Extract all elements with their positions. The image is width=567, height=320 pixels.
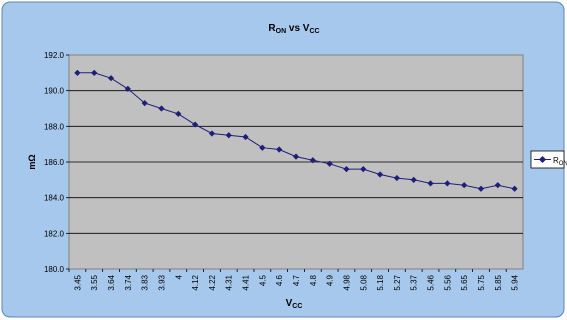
x-tick-label: 3.74	[124, 274, 133, 290]
y-tick-label: 190.0	[44, 87, 65, 96]
x-tick-label: 4.22	[208, 274, 217, 290]
x-tick-label: 3.93	[157, 274, 166, 290]
x-tick-label: 3.83	[141, 274, 150, 290]
legend-label-main: R	[553, 156, 559, 165]
legend-label-sub: ON	[559, 161, 567, 167]
y-tick-label: 182.0	[44, 229, 65, 238]
x-axis-label-sub: CC	[292, 303, 302, 310]
x-tick-label: 4.6	[275, 274, 284, 286]
x-tick-label: 5.85	[494, 274, 503, 290]
chart-title: RON vs VCC	[268, 23, 319, 35]
chart-title-main: R	[268, 23, 276, 34]
x-tick-label: 5.37	[410, 274, 419, 290]
x-tick-label: 5.18	[376, 274, 385, 290]
data-point	[191, 121, 199, 128]
x-tick-label: 3.45	[73, 274, 82, 290]
y-tick-label: 186.0	[44, 158, 65, 167]
gridlines	[69, 90, 523, 234]
data-point	[175, 110, 182, 117]
x-tick-label: 4.31	[225, 274, 234, 290]
x-tick-label: 4.8	[309, 274, 318, 286]
x-tick-label: 5.94	[511, 274, 520, 290]
chart-title-mid: vs V	[286, 23, 310, 34]
x-tick-label: 5.46	[427, 274, 436, 290]
data-point	[208, 130, 216, 137]
data-point	[225, 132, 232, 139]
chart-title-main-sub: ON	[276, 28, 287, 35]
x-tick-label: 4	[174, 274, 183, 279]
x-tick-label: 4.98	[342, 274, 351, 290]
data-point	[74, 69, 81, 76]
x-axis: 3.45 3.55 3.64 3.74 3.83 3.93 4 4.12 4.22 4.31 4.4…	[68, 269, 520, 291]
x-tick-label: 4.5	[258, 274, 267, 286]
x-tick-label: 5.65	[460, 274, 469, 290]
data-point	[124, 85, 131, 92]
y-axis-label: mΩ	[27, 154, 37, 169]
y-tick-label: 184.0	[44, 194, 65, 203]
y-tick-label: 192.0	[44, 51, 65, 60]
x-axis-label: VCC	[286, 298, 303, 310]
chart-title-mid-sub: CC	[309, 28, 319, 35]
x-tick-label: 3.64	[107, 274, 116, 290]
data-point	[91, 69, 98, 76]
x-tick-label: 4.12	[191, 274, 200, 290]
y-tick-label: 180.0	[44, 265, 65, 274]
y-tick-label: 188.0	[44, 122, 65, 131]
x-tick-label: 4.7	[292, 274, 301, 286]
x-tick-label: 5.56	[443, 274, 452, 290]
data-point	[107, 75, 115, 82]
x-tick-label: 5.75	[477, 274, 486, 290]
x-tick-label: 5.08	[359, 274, 368, 290]
x-tick-label: 5.27	[393, 274, 402, 290]
legend: RON	[530, 150, 567, 169]
y-axis: 180.0 182.0 184.0 186.0 188.0 190.0 192.0	[44, 51, 69, 274]
data-point	[158, 105, 165, 112]
x-axis-label-main: V	[286, 298, 293, 309]
data-point	[326, 160, 333, 167]
legend-marker	[538, 155, 547, 164]
legend-label: RON	[553, 156, 567, 167]
x-tick-label: 4.9	[326, 274, 335, 286]
x-tick-label: 3.55	[90, 274, 99, 290]
x-tick-label: 4.41	[242, 274, 251, 290]
